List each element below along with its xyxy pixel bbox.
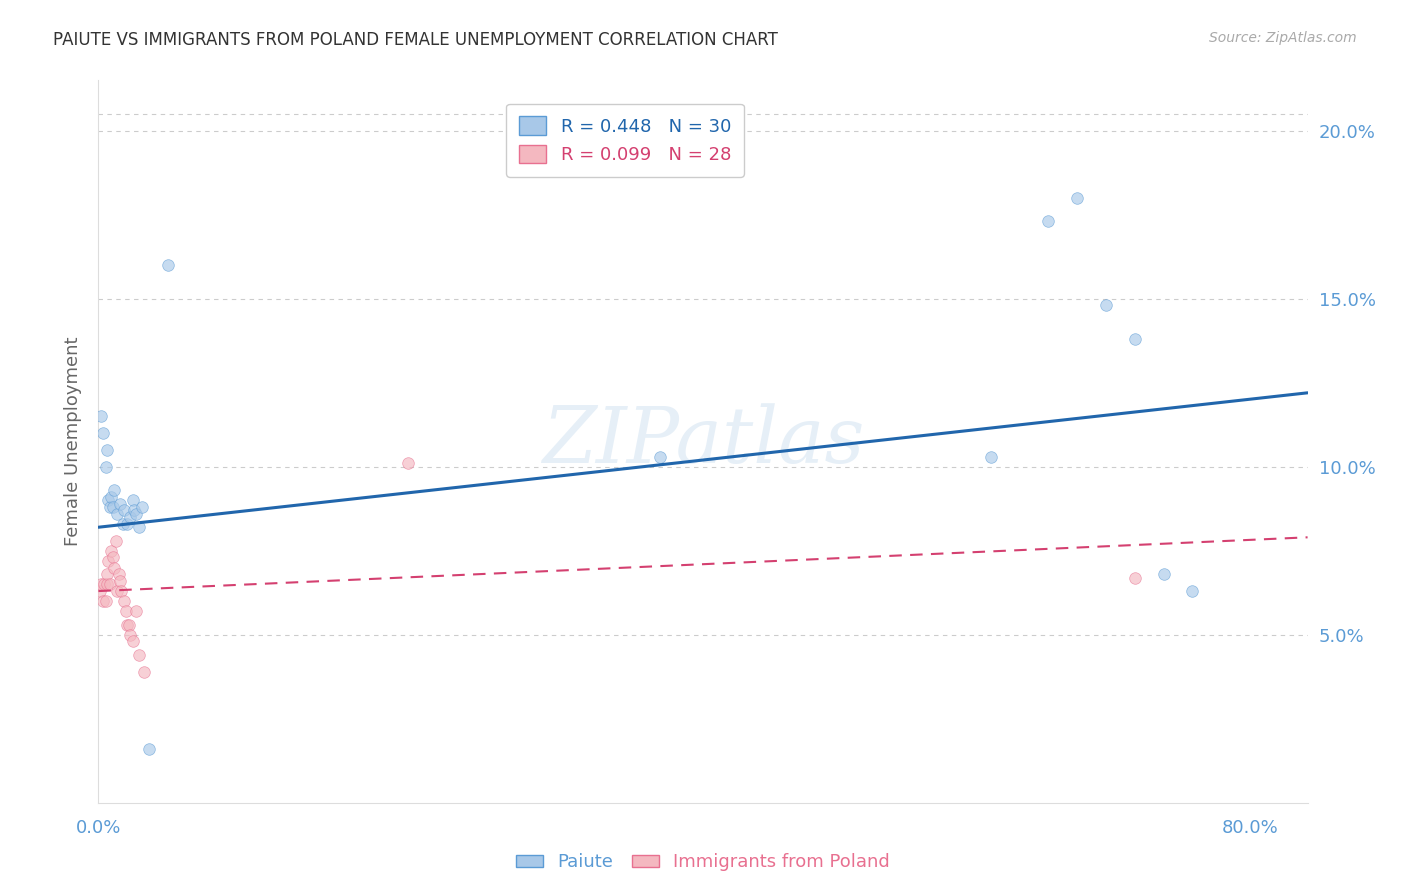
Point (128, 520, 150, 534)
Point (101, 500, 124, 514)
Point (96, 577, 118, 591)
Point (105, 507, 128, 521)
Point (93, 577, 115, 591)
Point (105, 584, 128, 599)
Point (122, 634, 145, 648)
Point (125, 507, 148, 521)
Point (97, 554, 120, 568)
Point (1066, 191, 1088, 205)
Point (124, 503, 146, 517)
Point (648, 450, 671, 464)
Point (1038, 214, 1060, 228)
Point (107, 567, 129, 582)
Point (122, 493, 145, 508)
Point (125, 604, 148, 618)
Point (111, 516, 134, 531)
Point (118, 617, 141, 632)
Point (96, 442, 118, 457)
Point (91, 594, 114, 608)
Point (114, 604, 136, 618)
Point (134, 665, 156, 679)
Point (89, 584, 111, 599)
Text: ZIPatlas: ZIPatlas (541, 403, 865, 480)
Point (138, 742, 160, 756)
Point (91, 426, 114, 441)
Point (115, 516, 138, 531)
Text: Source: ZipAtlas.com: Source: ZipAtlas.com (1209, 31, 1357, 45)
Point (110, 584, 132, 599)
Point (96, 567, 118, 582)
Y-axis label: Female Unemployment: Female Unemployment (63, 337, 82, 546)
Point (90, 577, 112, 591)
Point (1095, 298, 1118, 312)
Point (980, 450, 1002, 464)
Point (94, 459, 117, 474)
Point (97, 493, 120, 508)
Point (112, 594, 135, 608)
Point (120, 628, 142, 642)
Point (94, 594, 117, 608)
Point (1123, 571, 1146, 585)
Point (108, 574, 131, 588)
Point (131, 500, 153, 514)
Point (1181, 584, 1204, 599)
Point (128, 648, 150, 662)
Text: PAIUTE VS IMMIGRANTS FROM POLAND FEMALE UNEMPLOYMENT CORRELATION CHART: PAIUTE VS IMMIGRANTS FROM POLAND FEMALE … (53, 31, 779, 49)
Point (100, 543, 122, 558)
Point (104, 533, 127, 548)
Point (1123, 332, 1146, 346)
Point (156, 258, 179, 272)
Point (1153, 567, 1175, 582)
Point (90, 409, 112, 424)
Legend: Paiute, Immigrants from Poland: Paiute, Immigrants from Poland (509, 847, 897, 879)
Point (115, 617, 138, 632)
Point (108, 497, 131, 511)
Point (101, 550, 124, 565)
Point (100, 490, 122, 504)
Point (103, 560, 125, 574)
Legend: R = 0.448   N = 30, R = 0.099   N = 28: R = 0.448 N = 30, R = 0.099 N = 28 (506, 103, 744, 177)
Point (98, 500, 121, 514)
Point (98, 577, 121, 591)
Point (396, 456, 419, 470)
Point (103, 483, 125, 498)
Point (120, 510, 142, 524)
Point (112, 503, 135, 517)
